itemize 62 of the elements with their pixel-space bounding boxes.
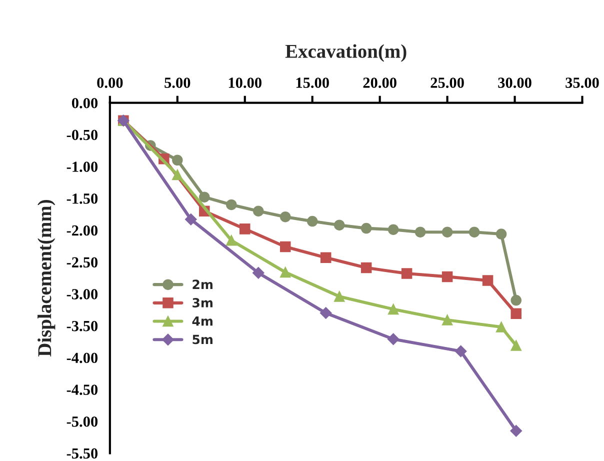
point (334, 291, 345, 302)
x-tick-label: 10.00 (228, 78, 262, 88)
point (226, 235, 237, 246)
y-tick-label: -2.50 (66, 257, 98, 268)
x-axis-title: Excavation(m) (285, 44, 406, 62)
point (252, 266, 264, 279)
point (320, 307, 332, 319)
x-tick-label: 5.00 (164, 78, 190, 88)
point (306, 216, 318, 227)
point (184, 213, 197, 226)
point (387, 333, 400, 346)
point (172, 154, 183, 166)
point (442, 271, 453, 282)
y-tick-label: -1.00 (66, 162, 98, 172)
point (510, 424, 522, 437)
legend-label: 5m (192, 334, 212, 344)
legend-label: 4m (192, 316, 212, 326)
x-tick-label: 20.00 (363, 78, 396, 88)
point (510, 340, 522, 351)
point (454, 345, 467, 358)
point (401, 268, 412, 279)
point (252, 206, 264, 216)
point (280, 241, 291, 252)
x-tick-label: 25.00 (430, 78, 464, 88)
point (240, 224, 250, 234)
point (510, 294, 522, 306)
legend-label: 3m (192, 298, 212, 308)
y-tick-label: -0.50 (66, 130, 98, 140)
point (414, 226, 426, 238)
point (496, 228, 507, 240)
point (334, 220, 345, 230)
point (280, 266, 291, 278)
y-tick-label: -3.00 (66, 289, 98, 300)
point (320, 252, 332, 263)
point (442, 226, 453, 238)
y-axis-title: Displacement(mm) (38, 200, 56, 356)
point (496, 322, 507, 332)
y-tick-label: -2.00 (66, 225, 98, 236)
y-tick-label: 0.00 (72, 98, 98, 108)
x-tick-label: 35.00 (566, 78, 599, 88)
point (280, 211, 291, 222)
legend-label: 2m (192, 280, 212, 289)
y-tick-label: -4.00 (66, 352, 98, 364)
point (360, 222, 372, 234)
y-tick-label: -3.50 (66, 320, 98, 332)
point (199, 192, 210, 202)
y-tick-label: -1.50 (66, 193, 98, 204)
point (468, 226, 480, 238)
y-tick-label: -4.50 (66, 384, 98, 395)
point (482, 275, 494, 286)
point (360, 262, 372, 274)
x-tick-label: 0.00 (97, 78, 123, 88)
point (172, 169, 183, 180)
point (510, 308, 522, 320)
point (226, 199, 237, 210)
x-tick-label: 15.00 (296, 78, 329, 88)
x-tick-label: 30.00 (498, 78, 532, 88)
point (442, 314, 453, 326)
point (388, 224, 399, 235)
point (388, 304, 399, 315)
y-tick-label: -5.00 (66, 416, 98, 427)
y-tick-label: -5.50 (66, 448, 98, 459)
